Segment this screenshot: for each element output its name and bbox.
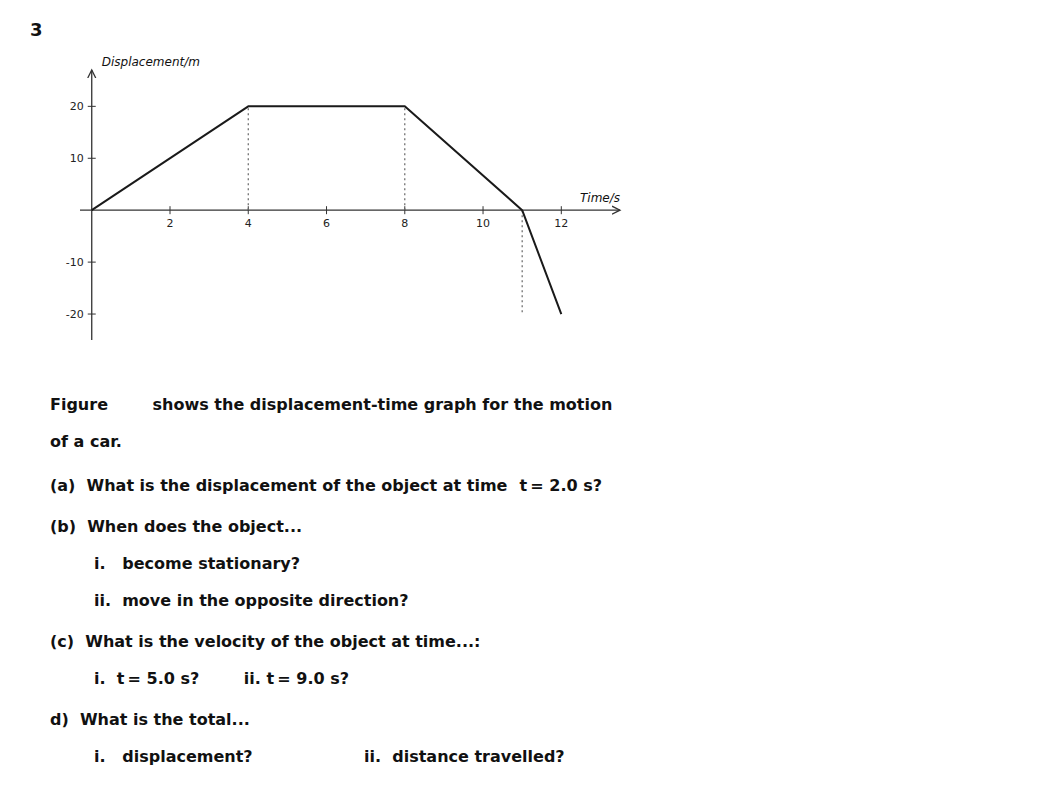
y-tick xyxy=(88,106,96,107)
x-tick xyxy=(561,206,562,214)
annotation: (c) What is the velocity of the object a… xyxy=(50,632,481,651)
x-tick xyxy=(170,206,171,214)
annotation: d) What is the total... xyxy=(50,710,250,729)
y-tick xyxy=(88,262,96,263)
x-tick-label: 6 xyxy=(323,217,330,230)
x-tick-label: 4 xyxy=(245,217,252,230)
x-axis-label: Time/s xyxy=(580,191,620,205)
x-axis xyxy=(80,210,620,211)
guide-line xyxy=(248,106,249,210)
chart: 3 2 4 6 8 10 12 -20 -10 10 20 Time/s Displacement/m F… xyxy=(0,0,1064,802)
x-tick-label: 2 xyxy=(167,217,174,230)
y-tick-label: 10 xyxy=(70,152,84,165)
y-axis xyxy=(91,70,92,340)
annotation: (b) When does the object... xyxy=(50,517,302,536)
annotation: Figure shows the displacement-time graph… xyxy=(50,395,612,414)
y-tick xyxy=(88,314,96,315)
y-tick-label: 20 xyxy=(70,100,84,113)
annotation: i. t = 5.0 s? ii. t = 9.0 s? xyxy=(94,669,349,688)
annotation: i. displacement? ii. distance travelled? xyxy=(94,747,565,766)
annotation: ii. move in the opposite direction? xyxy=(94,591,409,610)
annotation: i. become stationary? xyxy=(94,554,300,573)
guide-line xyxy=(404,106,405,210)
annotation: of a car. xyxy=(50,432,122,451)
y-tick-label: -20 xyxy=(66,308,84,321)
title: 3 xyxy=(30,19,43,40)
y-axis-label: Displacement/m xyxy=(102,55,200,69)
x-tick xyxy=(326,206,327,214)
annotation: (a) What is the displacement of the obje… xyxy=(50,476,602,495)
data-line xyxy=(92,106,562,314)
y-tick-label: -10 xyxy=(66,256,84,269)
plot-area xyxy=(92,106,562,314)
x-tick-label: 12 xyxy=(554,217,568,230)
y-tick xyxy=(88,158,96,159)
x-tick-label: 8 xyxy=(401,217,408,230)
x-tick-label: 10 xyxy=(476,217,490,230)
guide-line xyxy=(522,210,523,314)
x-tick xyxy=(483,206,484,214)
